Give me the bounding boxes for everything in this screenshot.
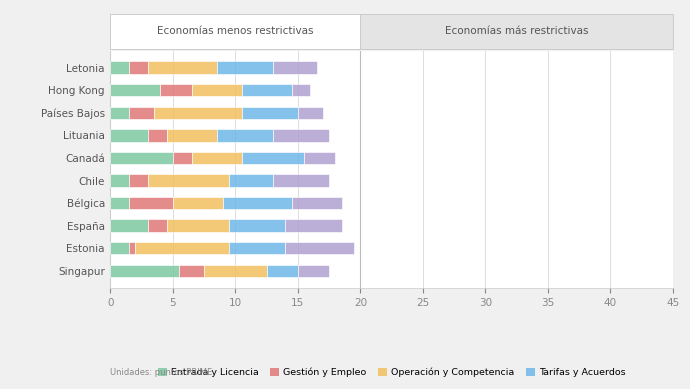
Bar (229, 242, 286, 254)
Bar (173, 197, 223, 209)
Bar (192, 84, 242, 96)
Bar (241, 107, 298, 119)
Bar (273, 61, 317, 74)
Bar (110, 107, 129, 119)
Bar (192, 152, 242, 164)
Bar (292, 197, 342, 209)
Bar (241, 84, 292, 96)
Bar (110, 197, 129, 209)
Bar (273, 129, 329, 142)
Bar (129, 174, 148, 187)
Bar (154, 107, 242, 119)
Bar (204, 265, 266, 277)
Bar (217, 61, 273, 74)
Bar (217, 129, 273, 142)
Bar (298, 265, 329, 277)
Bar (135, 242, 229, 254)
Bar (110, 174, 129, 187)
Bar (223, 197, 292, 209)
Bar (266, 265, 298, 277)
Text: Economías menos restrictivas: Economías menos restrictivas (157, 26, 314, 36)
Bar (110, 84, 160, 96)
Bar (148, 174, 229, 187)
Bar (129, 242, 135, 254)
Bar (286, 242, 354, 254)
Bar (229, 219, 286, 232)
Bar (273, 174, 329, 187)
Bar (129, 61, 148, 74)
Bar (129, 197, 173, 209)
Bar (110, 129, 148, 142)
Bar (179, 265, 204, 277)
Bar (304, 152, 335, 164)
Bar (292, 84, 310, 96)
Bar (110, 61, 129, 74)
Bar (148, 129, 167, 142)
Bar (110, 242, 129, 254)
Bar (110, 152, 173, 164)
Bar (298, 107, 323, 119)
Text: Economías más restrictivas: Economías más restrictivas (445, 26, 589, 36)
Text: Unidades: puntos PRIME: Unidades: puntos PRIME (110, 368, 213, 377)
Bar (160, 84, 192, 96)
Bar (173, 152, 192, 164)
Bar (148, 61, 217, 74)
Bar (110, 265, 179, 277)
Bar (167, 219, 229, 232)
Bar (148, 219, 167, 232)
Bar (167, 129, 217, 142)
Bar (110, 219, 148, 232)
Bar (229, 174, 273, 187)
Bar (286, 219, 342, 232)
Bar (129, 107, 154, 119)
Bar (241, 152, 304, 164)
